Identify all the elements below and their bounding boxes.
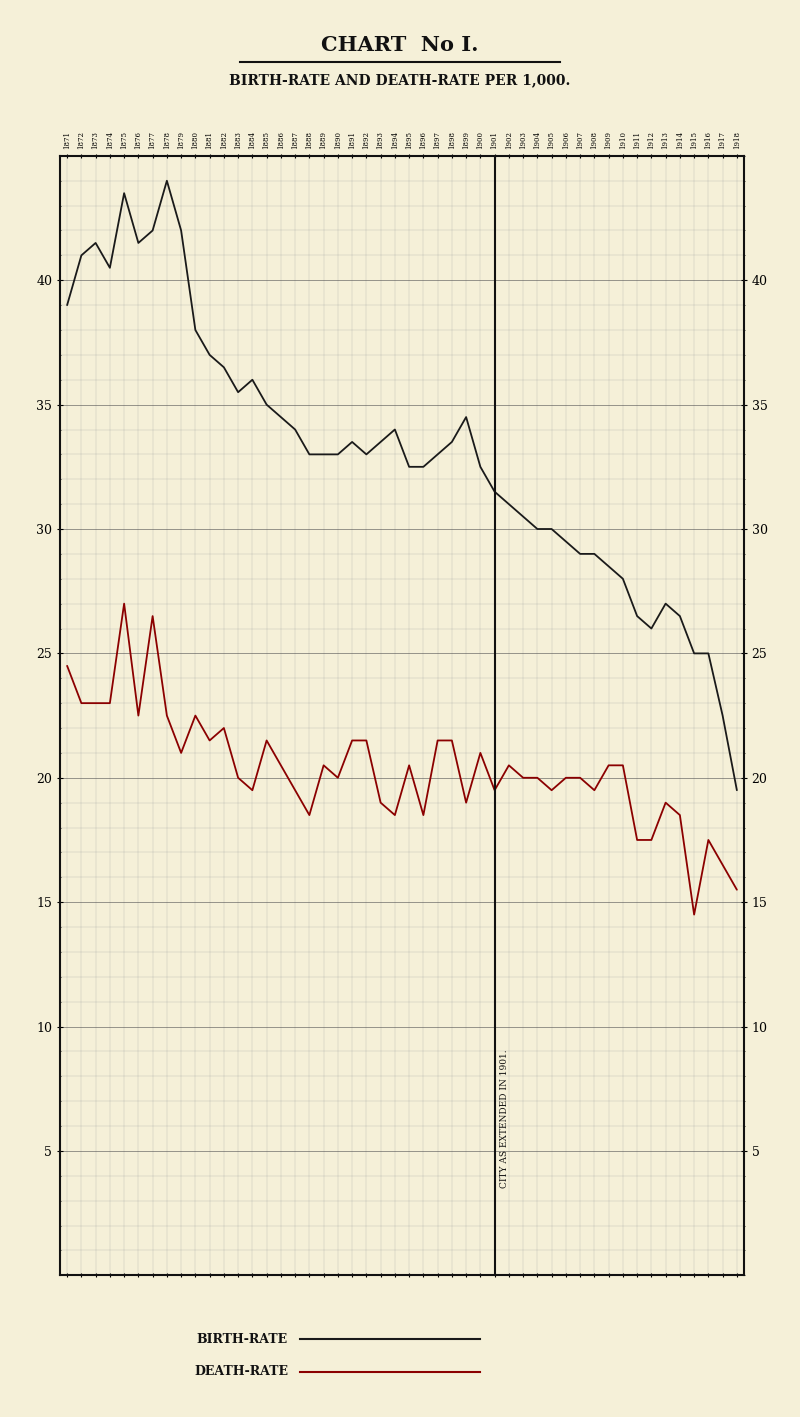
- Text: DEATH-RATE: DEATH-RATE: [194, 1365, 288, 1379]
- Text: CITY AS EXTENDED IN 1901.: CITY AS EXTENDED IN 1901.: [500, 1050, 509, 1189]
- Text: CHART  No I.: CHART No I.: [322, 35, 478, 55]
- Text: BIRTH-RATE AND DEATH-RATE PER 1,000.: BIRTH-RATE AND DEATH-RATE PER 1,000.: [230, 74, 570, 88]
- Text: BIRTH-RATE: BIRTH-RATE: [197, 1332, 288, 1346]
